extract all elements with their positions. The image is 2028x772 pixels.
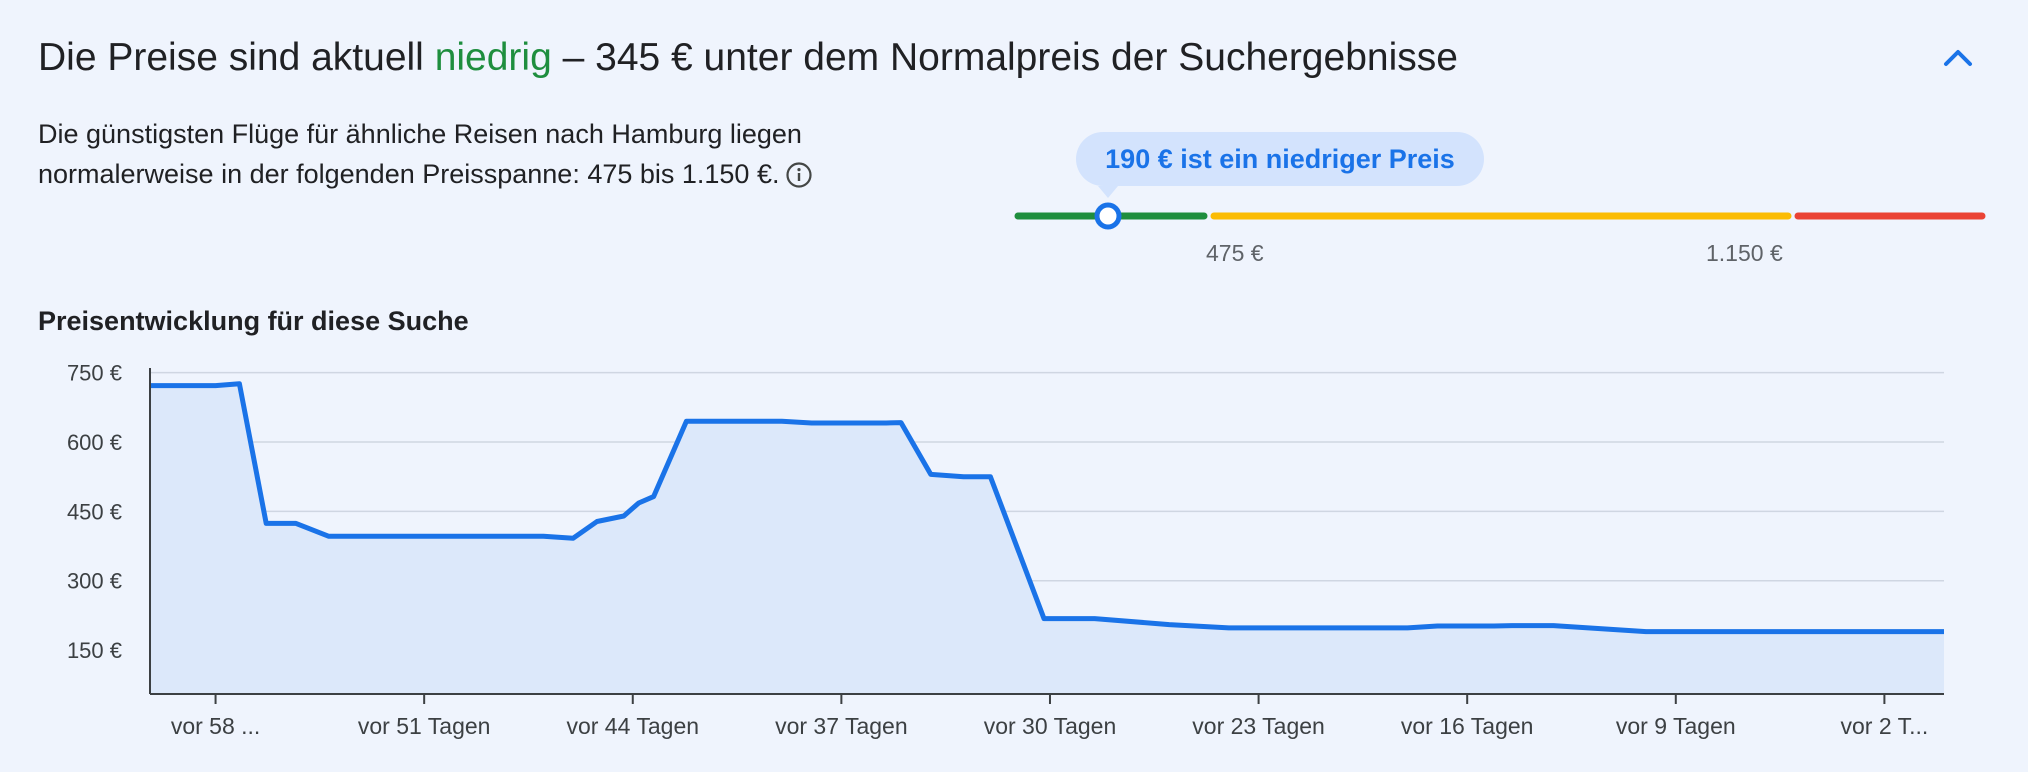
x-tick-label: vor 9 Tagen	[1616, 713, 1736, 739]
x-tick-label: vor 2 T...	[1841, 713, 1929, 739]
chevron-up-icon	[1944, 50, 1972, 66]
price-tooltip: 190 € ist ein niedriger Preis	[1076, 132, 1484, 186]
price-range-description: Die günstigsten Flüge für ähnliche Reise…	[38, 114, 838, 200]
chart-title: Preisentwicklung für diese Suche	[38, 306, 469, 336]
y-tick-label: 600 €	[67, 430, 122, 455]
price-area	[150, 383, 1944, 694]
range-low-label: 475 €	[1206, 240, 1264, 266]
price-status-label: niedrig	[434, 36, 552, 79]
x-tick-label: vor 37 Tagen	[775, 713, 908, 739]
x-tick-label: vor 23 Tagen	[1192, 713, 1325, 739]
current-price-marker	[1094, 202, 1122, 230]
price-history-chart: 150 € 300 € 450 € 600 € 750 € vor 58 ... vor 5…	[67, 361, 1944, 739]
headline-prefix: Die Preise sind aktuell	[38, 36, 435, 79]
x-tick-label: vor 44 Tagen	[566, 713, 699, 739]
x-tick-label: vor 16 Tagen	[1401, 713, 1534, 739]
x-tick-label: vor 30 Tagen	[984, 713, 1117, 739]
price-headline: Die Preise sind aktuell niedrig – 345 € …	[38, 30, 1458, 86]
range-high-label: 1.150 €	[1706, 240, 1783, 266]
description-text: Die günstigsten Flüge für ähnliche Reise…	[38, 119, 802, 189]
y-tick-label: 300 €	[67, 569, 122, 594]
price-line	[150, 381, 1944, 635]
y-tick-label: 750 €	[67, 361, 122, 386]
headline-suffix: – 345 € unter dem Normalpreis der Sucher…	[551, 36, 1458, 79]
y-tick-label: 450 €	[67, 499, 122, 524]
x-tick-label: vor 51 Tagen	[358, 713, 491, 739]
collapse-button[interactable]	[1936, 36, 1980, 80]
x-tick-label: vor 58 ...	[171, 713, 260, 739]
price-range-bar	[1014, 212, 1986, 220]
tooltip-pointer	[1098, 186, 1118, 198]
y-tick-label: 150 €	[67, 638, 122, 663]
info-icon[interactable]	[785, 160, 813, 200]
